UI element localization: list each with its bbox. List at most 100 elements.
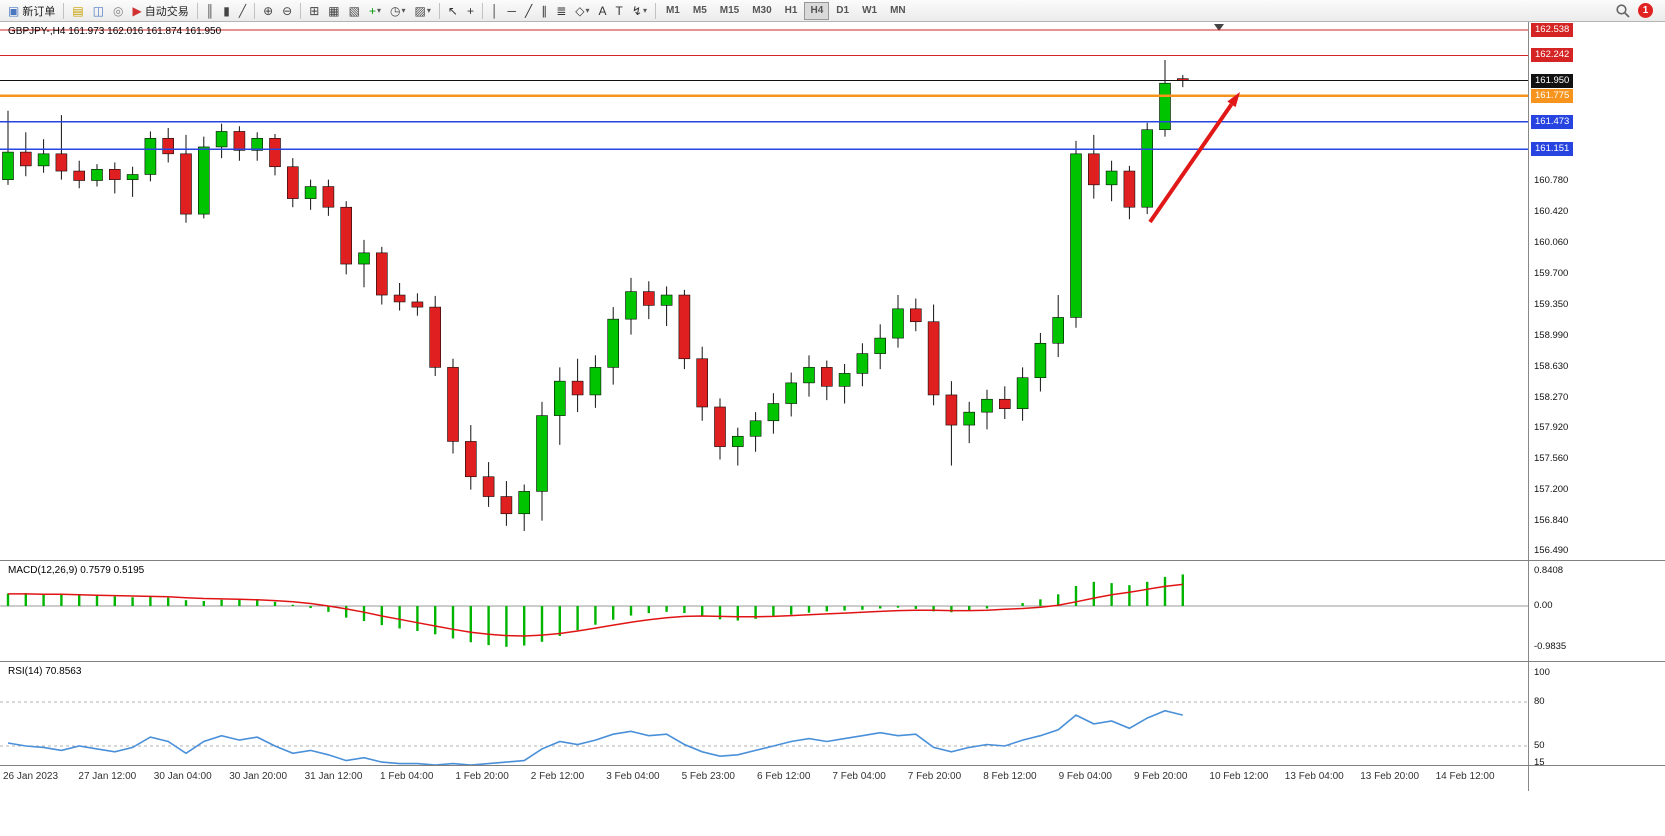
- candle-up: [1159, 82, 1171, 131]
- add-indicator-icon: +: [368, 3, 376, 18]
- candle-up: [856, 353, 869, 374]
- period-selector-button[interactable]: ◷ ▾: [386, 2, 410, 20]
- main-chart-panel: GBPJPY-,H4 161.973 162.016 161.874 161.9…: [0, 22, 1528, 560]
- time-label: 2 Feb 12:00: [530, 771, 585, 782]
- time-label: 1 Feb 04:00: [380, 771, 434, 782]
- candle-up: [749, 420, 762, 437]
- candle-up: [660, 294, 673, 306]
- candle-up: [892, 308, 904, 339]
- shapes-button[interactable]: ◇ ▾: [571, 2, 593, 20]
- timeframe-mn-button[interactable]: MN: [884, 2, 912, 20]
- notification-badge[interactable]: 1: [1638, 3, 1653, 18]
- candle-up: [358, 252, 370, 265]
- time-label: 8 Feb 12:00: [983, 771, 1037, 782]
- price-axis[interactable]: 162.538 162.242 161.950 161.775 161.473 161.1…: [1528, 22, 1665, 791]
- time-label: 1 Feb 20:00: [455, 771, 509, 782]
- candle-down: [109, 169, 121, 180]
- timeframe-m5-button[interactable]: M5: [687, 2, 713, 20]
- label-button[interactable]: T: [612, 2, 627, 20]
- main-toolbar: ▣ 新订单 ▤ ◫ ◎ ▶ 自动交易 ║ ▮ ╱ ⊕ ⊖ ⊞ ▦ ▧ + ▾ ◷ ▾ ▨ ▾ ↖ + │ ─ ╱ ∥ ≣ ◇ ▾ A T ↯…: [0, 0, 1665, 22]
- trend-arrow[interactable]: [1148, 103, 1234, 224]
- cursor-icon: ↖: [447, 3, 458, 18]
- horizontal-line-button[interactable]: ─: [503, 2, 520, 20]
- trend-arrow-head: [1227, 92, 1240, 108]
- candle-down: [998, 398, 1011, 410]
- profiles-button[interactable]: ▧: [345, 2, 364, 20]
- time-label: 9 Feb 04:00: [1058, 771, 1112, 782]
- candle-down: [820, 367, 833, 387]
- tile-windows-button[interactable]: ⊞: [305, 2, 323, 20]
- time-label: 7 Feb 20:00: [907, 771, 962, 782]
- candle-up: [1052, 317, 1064, 344]
- market-watch-icon: ◫: [92, 3, 105, 18]
- toolbar-tools: ▤ ◫ ◎ ▶ 自动交易 ║ ▮ ╱ ⊕ ⊖ ⊞ ▦ ▧ + ▾ ◷ ▾ ▨ ▾ ↖ + │ ─ ╱ ∥ ≣ ◇ ▾ A T ↯ ▾: [60, 2, 659, 20]
- rsi-line: [7, 709, 1183, 765]
- rsi-axis-label: 80: [1534, 695, 1545, 707]
- autotrading-button[interactable]: ▶ 自动交易: [129, 2, 193, 20]
- new-chart-button[interactable]: ▦: [324, 2, 343, 20]
- candle-down: [19, 151, 32, 167]
- toolbar-separator: [654, 2, 656, 19]
- price-tick: 160.420: [1534, 206, 1569, 218]
- time-label: 27 Jan 12:00: [78, 771, 137, 782]
- panel-splitter[interactable]: [0, 765, 1665, 766]
- price-level-badge: 161.473: [1531, 114, 1574, 129]
- trendline-button[interactable]: ╱: [521, 2, 536, 20]
- time-label: 5 Feb 23:00: [681, 771, 735, 782]
- zoom-out-button[interactable]: ⊖: [278, 2, 296, 20]
- panel-splitter[interactable]: [0, 661, 1665, 662]
- timeframe-w1-button[interactable]: W1: [856, 2, 883, 20]
- candle-up: [607, 318, 620, 368]
- ohlc-bars-button[interactable]: ║: [202, 2, 219, 20]
- cursor-button[interactable]: ↖: [444, 2, 462, 20]
- market-watch-button[interactable]: ◫: [89, 2, 108, 20]
- candle-down: [714, 406, 726, 447]
- time-label: 31 Jan 12:00: [304, 771, 363, 782]
- main-chart-plot[interactable]: [0, 22, 1528, 560]
- fibonacci-button[interactable]: ≣: [552, 2, 570, 20]
- candle-up: [981, 398, 993, 413]
- new-order-button[interactable]: ▣ 新订单: [4, 2, 59, 20]
- navigator-button[interactable]: ◎: [109, 2, 127, 20]
- timeframe-m30-button[interactable]: M30: [746, 2, 777, 20]
- shapes-caret-icon: ▾: [585, 6, 590, 15]
- arrows-button[interactable]: ↯ ▾: [628, 2, 651, 20]
- timeframe-h1-button[interactable]: H1: [779, 2, 804, 20]
- profiles-icon: ▧: [348, 3, 360, 18]
- macd-plot[interactable]: [0, 561, 1528, 661]
- candle-up: [1070, 153, 1082, 318]
- channel-icon: ∥: [541, 3, 548, 18]
- panel-splitter[interactable]: [0, 560, 1665, 561]
- rsi-plot[interactable]: [0, 662, 1528, 765]
- charts-grid-button[interactable]: ▤: [68, 2, 87, 20]
- price-level-badge: 161.151: [1531, 142, 1574, 157]
- vertical-line-button[interactable]: │: [487, 2, 503, 20]
- candle-down: [571, 380, 584, 396]
- candle-up: [215, 131, 228, 148]
- search-icon[interactable]: [1615, 3, 1631, 19]
- timeframe-h4-button[interactable]: H4: [804, 1, 830, 20]
- macd-label: MACD(12,26,9) 0.7579 0.5195: [8, 565, 145, 576]
- crosshair-button[interactable]: +: [463, 2, 478, 20]
- candlestick-chart-button[interactable]: ▮: [219, 2, 234, 20]
- candle-up: [1141, 129, 1153, 208]
- timeframe-d1-button[interactable]: D1: [830, 2, 855, 20]
- timeframe-m1-button[interactable]: M1: [660, 2, 686, 20]
- toolbar-right: 1: [1615, 3, 1661, 19]
- toolbar-separator: [481, 2, 483, 19]
- template-button[interactable]: ▨ ▾: [411, 2, 435, 20]
- toolbar-separator: [254, 2, 256, 19]
- price-tick: 156.490: [1534, 544, 1569, 556]
- time-axis[interactable]: 26 Jan 2023 27 Jan 12:00 30 Jan 04:00 30 Ja…: [0, 766, 1528, 791]
- candle-down: [1088, 153, 1100, 186]
- zoom-in-button[interactable]: ⊕: [259, 2, 277, 20]
- price-tick: 157.200: [1534, 483, 1569, 495]
- channel-button[interactable]: ∥: [537, 2, 551, 20]
- timeframe-m15-button[interactable]: M15: [714, 2, 745, 20]
- horizontal-line-icon: ─: [507, 3, 516, 18]
- line-chart-button[interactable]: ╱: [235, 2, 250, 20]
- label-icon: T: [615, 3, 623, 18]
- text-button[interactable]: A: [595, 2, 611, 20]
- add-indicator-button[interactable]: + ▾: [365, 2, 385, 20]
- candle-down: [945, 394, 958, 426]
